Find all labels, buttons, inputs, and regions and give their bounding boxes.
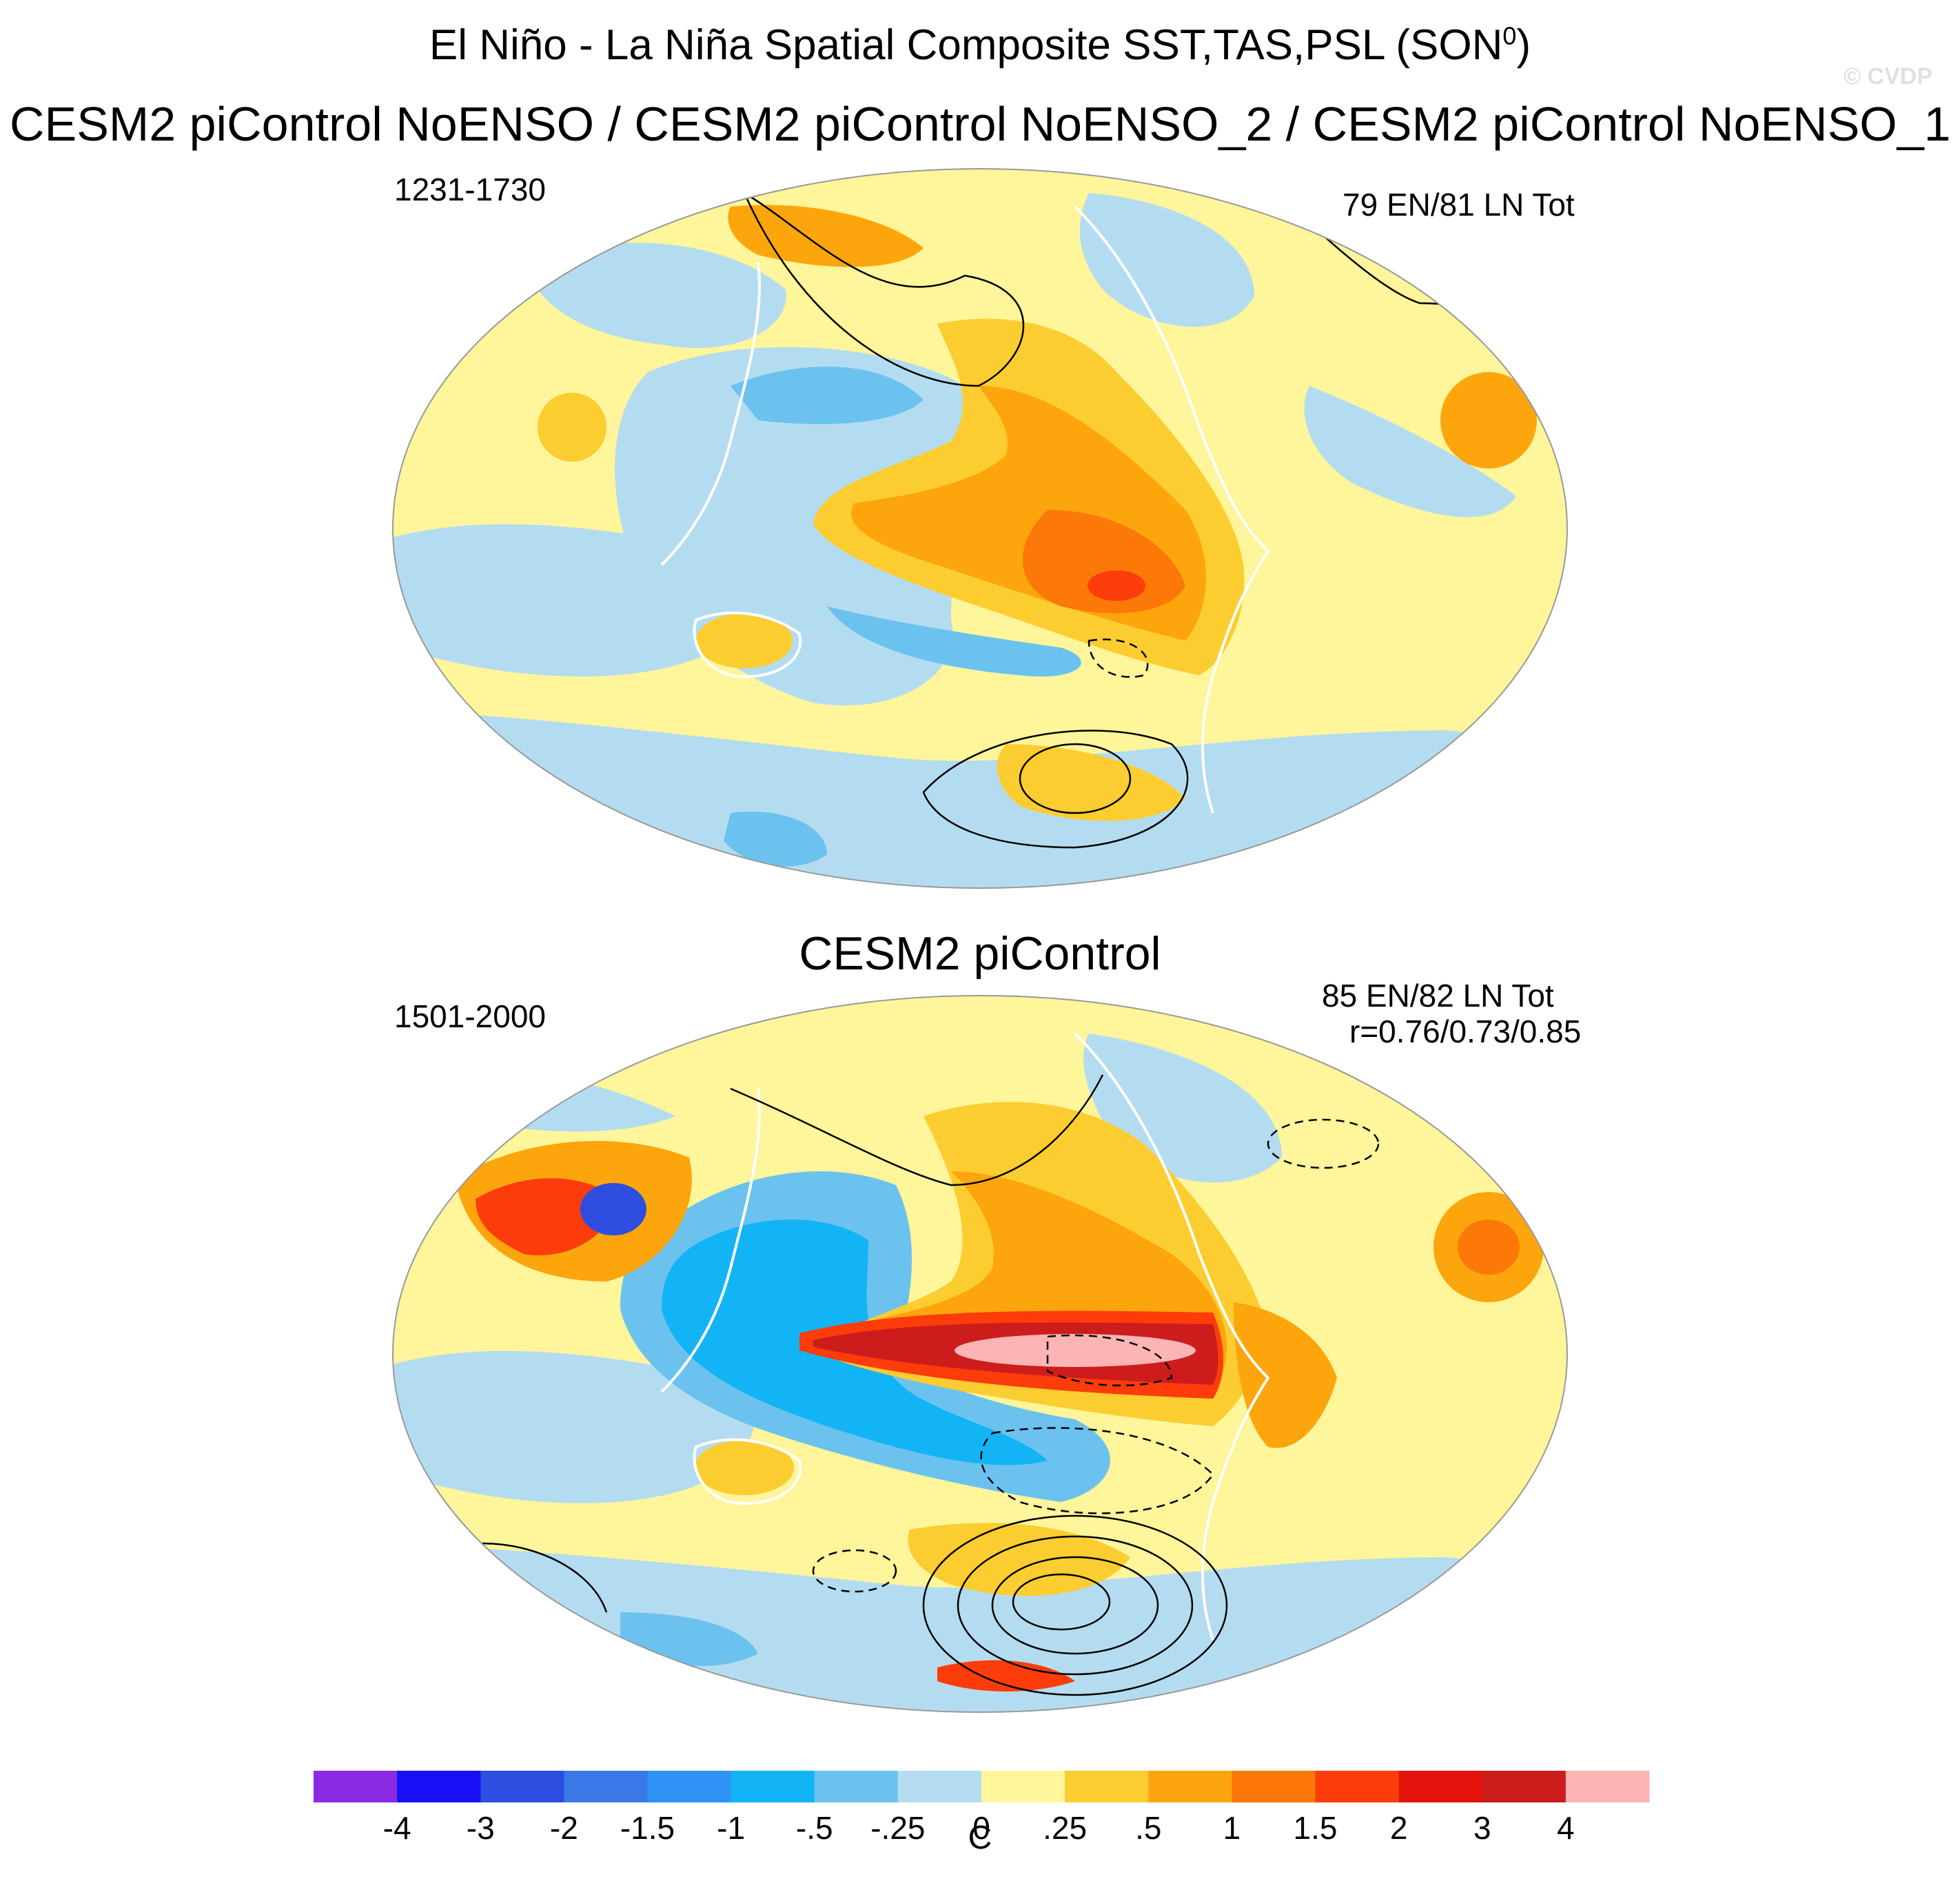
colorbar-tick-label: -.25: [870, 1810, 926, 1846]
colorbar-swatch: [1148, 1771, 1232, 1802]
panel2-psl-high-1: [922, 1514, 1228, 1696]
colorbar-swatch: [1315, 1771, 1400, 1802]
colorbar-tick-label: -3: [466, 1810, 495, 1846]
panel1-atlantic-cool: [1304, 386, 1516, 517]
cvdp-watermark: © CVDP: [1844, 63, 1932, 90]
panel2-psl-low-dashed-inner: [1046, 1334, 1173, 1387]
panel2-title: CESM2 piControl: [799, 927, 1161, 980]
colorbar-tick-label: .5: [1135, 1810, 1162, 1846]
colorbar-tick-label: 3: [1473, 1810, 1491, 1846]
panel1-north-america-cool: [1079, 193, 1254, 327]
panel2-australia-coast: [693, 1438, 802, 1505]
season-lag-superscript: 0: [1502, 21, 1517, 50]
colorbar-tick-label: 1: [1223, 1810, 1241, 1846]
colorbar-swatch: [397, 1771, 481, 1802]
panel1-north-asia-cool: [524, 243, 786, 349]
panel1-americas-coast: [1074, 205, 1270, 814]
panel2-psl-high-3: [991, 1556, 1159, 1655]
colorbar-swatch: [1232, 1771, 1316, 1802]
panel2-tibet-cool: [580, 1183, 646, 1235]
panel1-wpac-cool-strong: [731, 367, 923, 424]
colorbar-swatch: [564, 1771, 648, 1802]
panel2-antarctic-warm: [937, 1660, 1075, 1692]
main-title-close: ): [1516, 21, 1531, 69]
panel1-psl-contour-dashed: [1088, 638, 1149, 678]
panel1-south-warm: [997, 744, 1185, 821]
panel2-psl-high-4: [1012, 1573, 1111, 1631]
panel1-psl-contour-south: [922, 730, 1189, 849]
panel2-psl-contour-north: [730, 1074, 1104, 1186]
colorbar-tick-label: 1.5: [1293, 1810, 1338, 1846]
colorbar-tick-label: 0: [972, 1810, 990, 1846]
colorbar-swatch: [1565, 1771, 1650, 1802]
colorbar-tick-label: -4: [382, 1810, 411, 1846]
panel2-africa-warm-core: [1458, 1220, 1520, 1275]
colorbar-tick-label: 4: [1557, 1810, 1575, 1846]
colorbar-swatch: [480, 1771, 564, 1802]
colorbar-tick-label: 2: [1389, 1810, 1408, 1846]
panel1-pacific-warm-peak: [1088, 570, 1145, 601]
panel1-counts: 79 EN/81 LN Tot: [1343, 187, 1575, 223]
panel1-asia-coast: [660, 261, 761, 566]
panel2-pacific-warm-peak: [955, 1334, 1196, 1367]
colorbar-swatch: [1482, 1771, 1566, 1802]
panel2-south-america-warm: [1234, 1302, 1337, 1448]
panel2-psl-low-atlantic: [1267, 1118, 1380, 1169]
panel1-arctic-warm: [728, 205, 923, 267]
colorbar-tick-label: .25: [1043, 1810, 1088, 1846]
colorbar-swatch: [647, 1771, 732, 1802]
panel2-americas-coast: [1074, 1032, 1270, 1641]
panel2-counts: 85 EN/82 LN Tot: [1322, 978, 1554, 1014]
panel1-india-warm: [538, 393, 606, 462]
colorbar-swatch: [981, 1771, 1065, 1802]
colorbar-tick-label: -2: [549, 1810, 578, 1846]
panel2-asia-coast: [660, 1088, 761, 1393]
panel2-pattern-correlation: r=0.76/0.73/0.85: [1349, 1014, 1582, 1049]
panel1-wpac-cool: [615, 347, 969, 706]
panel2-psl-contour-indian: [482, 1542, 608, 1613]
panel2-south-pacific-warm: [908, 1523, 1130, 1596]
colorbar-swatch: [897, 1771, 982, 1802]
colorbar-tick-label: -1: [717, 1810, 746, 1846]
colorbar-tick-label: -.5: [795, 1810, 833, 1846]
panel1-africa-warm: [1440, 372, 1537, 469]
panel1-psl-contour-solid: [743, 192, 1025, 387]
panel2-years: 1501-2000: [394, 998, 546, 1034]
panel1-map-border: [392, 168, 1568, 889]
panel2-psl-low-southwest: [812, 1549, 897, 1593]
colorbar-swatch: [731, 1771, 815, 1802]
colorbar-tick-label: -1.5: [620, 1810, 675, 1846]
colorbar: [314, 1771, 1650, 1802]
colorbar-swatch: [814, 1771, 899, 1802]
colorbar-swatch: [1398, 1771, 1483, 1802]
panel2-psl-low-dashed: [980, 1427, 1214, 1514]
colorbar-swatch: [1065, 1771, 1149, 1802]
main-title: El Niño - La Niña Spatial Composite SST,…: [0, 21, 1960, 70]
panel1-pole-cool-strong: [724, 812, 827, 867]
panel1-psl-contour-south-inner: [1019, 743, 1132, 814]
main-title-text: El Niño - La Niña Spatial Composite SST,…: [429, 21, 1503, 69]
panel1-years: 1231-1730: [394, 172, 546, 207]
colorbar-swatch: [314, 1771, 398, 1802]
panel2-map-border: [392, 995, 1568, 1713]
panel1-southwest-cool-strong: [827, 606, 1081, 677]
panel2-australia-warm: [695, 1440, 794, 1495]
panel1-subtitle: CESM2 piControl NoENSO / CESM2 piControl…: [10, 97, 1951, 151]
panel1-australia-warm: [696, 613, 793, 668]
panel2-psl-high-2: [957, 1535, 1194, 1676]
colorbar-units: C: [968, 1820, 992, 1856]
panel1-australia-coast: [693, 611, 802, 678]
